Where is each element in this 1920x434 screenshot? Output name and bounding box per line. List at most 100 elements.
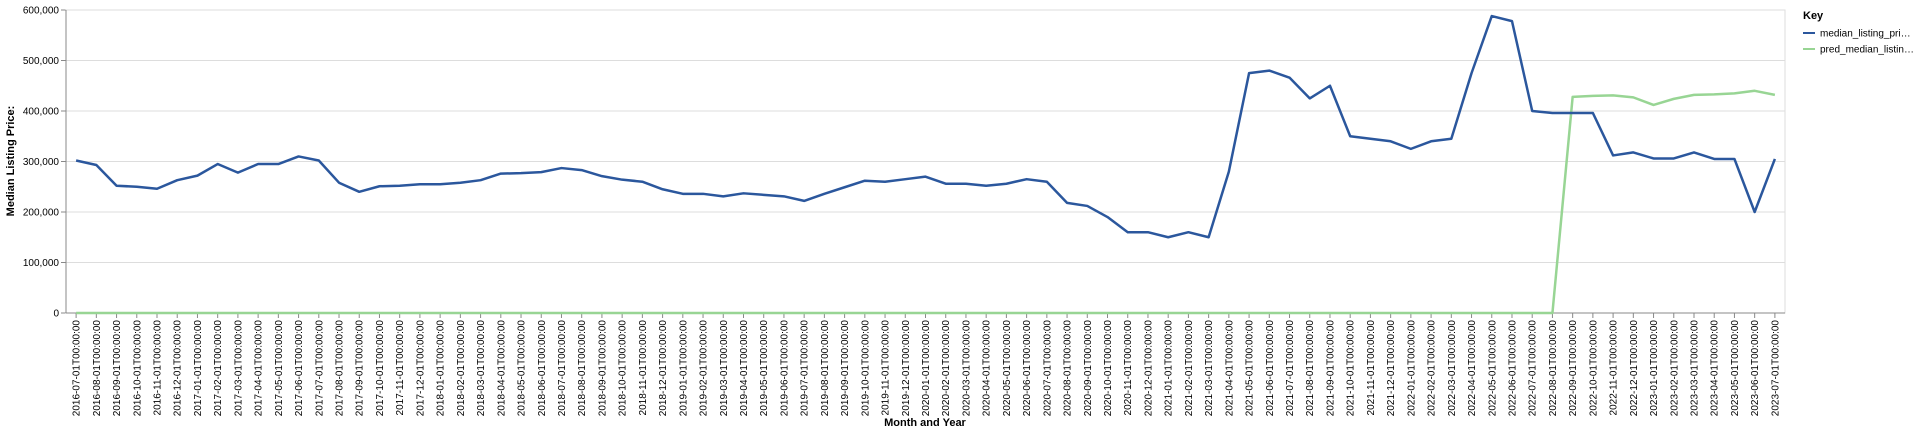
x-tick-label: 2022-03-01T00:00:00 bbox=[1447, 320, 1458, 417]
x-tick-label: 2017-02-01T00:00:00 bbox=[213, 320, 224, 417]
x-tick-label: 2020-06-01T00:00:00 bbox=[1022, 320, 1033, 417]
y-tick-label: 300,000 bbox=[23, 157, 60, 168]
x-tick-label: 2021-11-01T00:00:00 bbox=[1366, 320, 1377, 416]
x-tick-label: 2019-06-01T00:00:00 bbox=[779, 320, 790, 417]
x-tick-label: 2016-07-01T00:00:00 bbox=[72, 320, 83, 417]
x-tick-label: 2017-06-01T00:00:00 bbox=[294, 320, 305, 417]
y-tick-label: 400,000 bbox=[23, 107, 60, 118]
x-tick-label: 2021-12-01T00:00:00 bbox=[1386, 320, 1397, 417]
x-tick-label: 2023-06-01T00:00:00 bbox=[1750, 320, 1761, 417]
x-tick-label: 2017-01-01T00:00:00 bbox=[193, 320, 204, 417]
x-tick-label: 2021-09-01T00:00:00 bbox=[1325, 320, 1336, 417]
x-tick-label: 2017-05-01T00:00:00 bbox=[274, 320, 285, 417]
x-tick-label: 2019-04-01T00:00:00 bbox=[739, 320, 750, 417]
x-tick-label: 2019-08-01T00:00:00 bbox=[820, 320, 831, 417]
x-tick-label: 2020-03-01T00:00:00 bbox=[961, 320, 972, 417]
x-tick-label: 2023-02-01T00:00:00 bbox=[1669, 320, 1680, 417]
y-tick-label: 100,000 bbox=[23, 258, 60, 269]
x-tick-label: 2020-05-01T00:00:00 bbox=[1002, 320, 1013, 417]
x-tick-label: 2018-12-01T00:00:00 bbox=[658, 320, 669, 417]
x-axis-title: Month and Year bbox=[884, 417, 966, 429]
x-tick-label: 2020-08-01T00:00:00 bbox=[1063, 320, 1074, 417]
x-tick-label: 2021-07-01T00:00:00 bbox=[1285, 320, 1296, 417]
x-tick-label: 2020-04-01T00:00:00 bbox=[982, 320, 993, 417]
x-tick-label: 2022-06-01T00:00:00 bbox=[1507, 320, 1518, 417]
x-tick-label: 2017-07-01T00:00:00 bbox=[314, 320, 325, 417]
x-tick-label: 2020-02-01T00:00:00 bbox=[941, 320, 952, 417]
x-tick-label: 2017-04-01T00:00:00 bbox=[254, 320, 265, 417]
x-tick-label: 2021-08-01T00:00:00 bbox=[1305, 320, 1316, 417]
x-tick-label: 2018-01-01T00:00:00 bbox=[436, 320, 447, 417]
x-tick-label: 2023-03-01T00:00:00 bbox=[1689, 320, 1700, 417]
x-tick-label: 2021-04-01T00:00:00 bbox=[1224, 320, 1235, 417]
series-line bbox=[76, 89, 1776, 315]
x-tick-label: 2016-10-01T00:00:00 bbox=[132, 320, 143, 417]
x-tick-label: 2019-02-01T00:00:00 bbox=[699, 320, 710, 417]
legend-title: Key bbox=[1803, 10, 1824, 22]
x-tick-label: 2018-11-01T00:00:00 bbox=[638, 320, 649, 416]
x-tick-label: 2018-05-01T00:00:00 bbox=[517, 320, 528, 417]
x-tick-label: 2022-12-01T00:00:00 bbox=[1629, 320, 1640, 417]
x-tick-label: 2023-07-01T00:00:00 bbox=[1770, 320, 1781, 417]
x-tick-label: 2020-07-01T00:00:00 bbox=[1042, 320, 1053, 417]
x-tick-label: 2019-09-01T00:00:00 bbox=[840, 320, 851, 417]
y-tick-label: 0 bbox=[53, 309, 59, 320]
x-tick-label: 2018-08-01T00:00:00 bbox=[577, 320, 588, 417]
x-tick-label: 2022-02-01T00:00:00 bbox=[1427, 320, 1438, 417]
legend-label: pred_median_listin… bbox=[1820, 45, 1914, 56]
x-tick-label: 2018-10-01T00:00:00 bbox=[618, 320, 629, 417]
y-axis-title: Median Listing Price: bbox=[5, 106, 17, 217]
x-tick-label: 2020-09-01T00:00:00 bbox=[1083, 320, 1094, 417]
x-tick-label: 2017-03-01T00:00:00 bbox=[233, 320, 244, 417]
x-tick-label: 2022-08-01T00:00:00 bbox=[1548, 320, 1559, 417]
x-tick-label: 2017-11-01T00:00:00 bbox=[395, 320, 406, 416]
x-tick-label: 2017-10-01T00:00:00 bbox=[375, 320, 386, 417]
y-tick-label: 200,000 bbox=[23, 208, 60, 219]
x-tick-label: 2022-05-01T00:00:00 bbox=[1487, 320, 1498, 417]
x-tick-label: 2019-07-01T00:00:00 bbox=[800, 320, 811, 417]
x-tick-label: 2021-05-01T00:00:00 bbox=[1245, 320, 1256, 417]
x-tick-label: 2021-03-01T00:00:00 bbox=[1204, 320, 1215, 417]
x-tick-label: 2017-09-01T00:00:00 bbox=[355, 320, 366, 417]
x-tick-label: 2023-05-01T00:00:00 bbox=[1730, 320, 1741, 417]
x-tick-label: 2016-11-01T00:00:00 bbox=[153, 320, 164, 416]
x-tick-label: 2021-10-01T00:00:00 bbox=[1346, 320, 1357, 417]
x-tick-label: 2022-01-01T00:00:00 bbox=[1406, 320, 1417, 417]
x-tick-label: 2022-04-01T00:00:00 bbox=[1467, 320, 1478, 417]
x-tick-label: 2020-11-01T00:00:00 bbox=[1123, 320, 1134, 416]
x-tick-label: 2020-01-01T00:00:00 bbox=[921, 320, 932, 417]
x-tick-label: 2016-09-01T00:00:00 bbox=[112, 320, 123, 417]
x-tick-label: 2017-12-01T00:00:00 bbox=[415, 320, 426, 417]
x-tick-label: 2018-04-01T00:00:00 bbox=[496, 320, 507, 417]
x-tick-label: 2021-02-01T00:00:00 bbox=[1184, 320, 1195, 417]
x-tick-label: 2021-01-01T00:00:00 bbox=[1164, 320, 1175, 417]
x-tick-label: 2019-03-01T00:00:00 bbox=[719, 320, 730, 417]
legend-label: median_listing_pri… bbox=[1820, 29, 1911, 40]
x-tick-label: 2019-01-01T00:00:00 bbox=[678, 320, 689, 417]
series-line bbox=[75, 14, 1777, 239]
x-tick-label: 2018-02-01T00:00:00 bbox=[456, 320, 467, 417]
x-tick-label: 2018-03-01T00:00:00 bbox=[476, 320, 487, 417]
x-tick-label: 2019-10-01T00:00:00 bbox=[860, 320, 871, 417]
x-tick-label: 2018-07-01T00:00:00 bbox=[557, 320, 568, 417]
x-tick-label: 2020-10-01T00:00:00 bbox=[1103, 320, 1114, 417]
x-tick-label: 2022-10-01T00:00:00 bbox=[1588, 320, 1599, 417]
x-tick-label: 2017-08-01T00:00:00 bbox=[335, 320, 346, 417]
y-tick-label: 500,000 bbox=[23, 56, 60, 67]
x-tick-label: 2022-07-01T00:00:00 bbox=[1528, 320, 1539, 417]
x-tick-label: 2021-06-01T00:00:00 bbox=[1265, 320, 1276, 417]
x-tick-label: 2019-11-01T00:00:00 bbox=[881, 320, 892, 416]
x-tick-label: 2016-12-01T00:00:00 bbox=[173, 320, 184, 417]
y-tick-label: 600,000 bbox=[23, 6, 60, 17]
x-tick-label: 2016-08-01T00:00:00 bbox=[92, 320, 103, 417]
x-tick-label: 2020-12-01T00:00:00 bbox=[1143, 320, 1154, 417]
x-tick-label: 2023-01-01T00:00:00 bbox=[1649, 320, 1660, 417]
x-tick-label: 2022-11-01T00:00:00 bbox=[1609, 320, 1620, 416]
x-tick-label: 2019-12-01T00:00:00 bbox=[901, 320, 912, 417]
x-tick-label: 2022-09-01T00:00:00 bbox=[1568, 320, 1579, 417]
x-tick-label: 2023-04-01T00:00:00 bbox=[1710, 320, 1721, 417]
x-tick-label: 2019-05-01T00:00:00 bbox=[759, 320, 770, 417]
x-tick-label: 2018-06-01T00:00:00 bbox=[537, 320, 548, 417]
